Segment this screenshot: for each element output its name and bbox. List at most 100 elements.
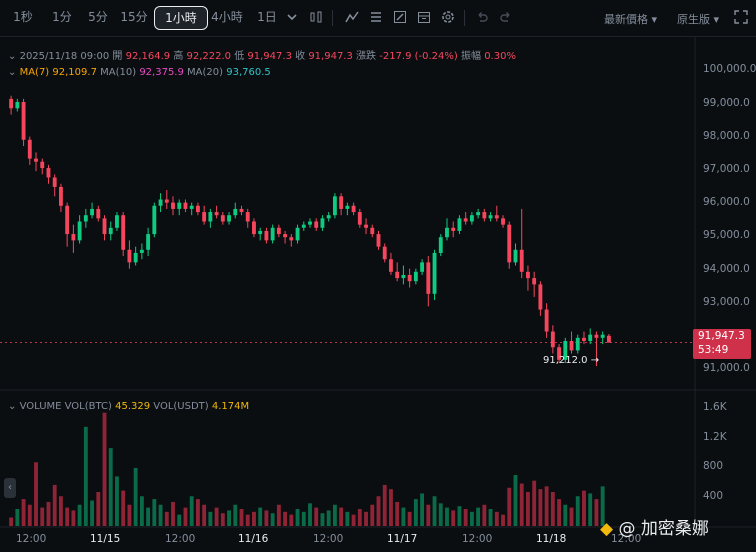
chevron-down-icon[interactable] (284, 9, 300, 25)
drawing-icon[interactable] (392, 9, 408, 25)
amplitude-value: 0.30% (484, 51, 516, 62)
candle-body (102, 218, 107, 235)
candle-body (476, 212, 481, 216)
candle-body (245, 212, 250, 222)
candle-body (227, 215, 231, 222)
version-select[interactable]: 原生版 ▾ (677, 13, 720, 26)
volume-bar (345, 511, 350, 526)
undo-icon[interactable] (474, 9, 490, 25)
interval-1m[interactable]: 1分 (52, 10, 72, 24)
volume-bar (264, 510, 269, 526)
fullscreen-icon[interactable] (733, 9, 749, 25)
candle-body (389, 259, 393, 272)
candle-body (65, 205, 70, 235)
volume-bar (600, 486, 605, 526)
collapse-chevron-icon[interactable]: ⌄ (8, 67, 17, 78)
collapse-chevron-icon[interactable]: ⌄ (8, 51, 17, 62)
volume-bar (339, 507, 344, 526)
volume-bar (575, 496, 580, 526)
time-tick: 12:00 (611, 533, 642, 545)
volume-bar (507, 487, 512, 526)
volume-bar (189, 496, 194, 526)
low-label: 低 (234, 51, 245, 62)
interval-4h[interactable]: 4小時 (211, 10, 243, 24)
vol-usdt-label: VOL(USDT) (153, 401, 209, 412)
volume-bar (389, 489, 393, 526)
candle-body (258, 230, 263, 235)
interval-1h[interactable]: 1小時 (154, 6, 208, 30)
volume-bar (488, 509, 493, 526)
low-value: 91,947.3 (247, 51, 292, 62)
volume-bar (544, 486, 549, 526)
candle-body (289, 237, 294, 241)
volume-bar (569, 507, 574, 526)
amplitude-label: 振幅 (461, 51, 481, 62)
volume-bar (252, 511, 256, 526)
time-tick: 11/15 (90, 533, 121, 545)
time-tick: 11/18 (536, 533, 567, 545)
candle-body (177, 202, 182, 209)
candle-body (339, 196, 344, 209)
candle-countdown: 53:49 (698, 344, 729, 356)
candle-body (463, 218, 468, 222)
list-icon[interactable] (368, 9, 384, 25)
volume-bar (71, 510, 76, 526)
volume-bar (108, 448, 113, 526)
settings-icon[interactable] (440, 9, 456, 25)
time-tick: 11/16 (238, 533, 269, 545)
redo-icon[interactable] (498, 9, 514, 25)
volume-bar (58, 496, 63, 526)
price-tick: 98,000.0 (703, 130, 750, 142)
candle-body (557, 347, 562, 360)
indicators-icon[interactable] (344, 9, 360, 25)
interval-15m[interactable]: 15分 (120, 10, 148, 24)
candle-body (563, 340, 568, 360)
collapse-chevron-icon[interactable]: ⌄ (8, 401, 17, 412)
volume-info-row: ⌄ VOLUME VOL(BTC) 45.329 VOL(USDT) 4.174… (8, 401, 249, 412)
chart-toolbar: 1秒 1分 5分 15分 1小時 4小時 1日 最新價格 ▾ 原生版 ▾ (0, 0, 756, 37)
ma20-label: MA(20) (187, 67, 224, 78)
candle-body (220, 215, 225, 222)
volume-bar (171, 501, 175, 526)
volume-bar (239, 509, 244, 526)
interval-1s[interactable]: 1秒 (13, 10, 33, 24)
volume-bar (451, 510, 456, 526)
ma10-label: MA(10) (100, 67, 137, 78)
volume-bar (40, 507, 45, 526)
candle-body (376, 234, 381, 247)
candle-type-icon[interactable] (308, 9, 324, 25)
volume-bar (270, 513, 275, 526)
volume-bar (34, 462, 38, 526)
volume-bar (594, 499, 599, 526)
scroll-left-handle[interactable]: ‹ (4, 478, 16, 498)
candle-body (364, 224, 368, 228)
change-value: -217.9 (-0.24%) (379, 51, 458, 62)
candle-body (501, 218, 505, 225)
candle-body (121, 215, 126, 250)
candle-body (158, 199, 163, 206)
latest-price-select[interactable]: 最新價格 ▾ (604, 13, 658, 26)
volume-bar (382, 484, 387, 526)
candle-body (438, 237, 443, 253)
volume-bar (407, 511, 412, 526)
candle-body (58, 186, 63, 206)
high-value: 92,222.0 (186, 51, 232, 62)
candle-body (202, 212, 207, 222)
candle-body (569, 340, 574, 351)
volume-bar (538, 489, 543, 526)
calendar-icon[interactable] (416, 9, 432, 25)
candle-body (301, 224, 306, 228)
volume-bar (15, 509, 20, 526)
interval-1d[interactable]: 1日 (257, 10, 277, 24)
current-price-badge: 91,947.3 53:49 (693, 329, 751, 359)
vol-usdt-value: 4.174M (211, 401, 250, 412)
interval-5m[interactable]: 5分 (88, 10, 108, 24)
volume-bar (65, 507, 70, 526)
volume-bar (550, 492, 555, 526)
candle-body (183, 202, 188, 209)
volume-bar (121, 490, 126, 526)
candle-body (432, 252, 437, 294)
candle-body (606, 335, 611, 343)
volume-bar (463, 509, 468, 526)
